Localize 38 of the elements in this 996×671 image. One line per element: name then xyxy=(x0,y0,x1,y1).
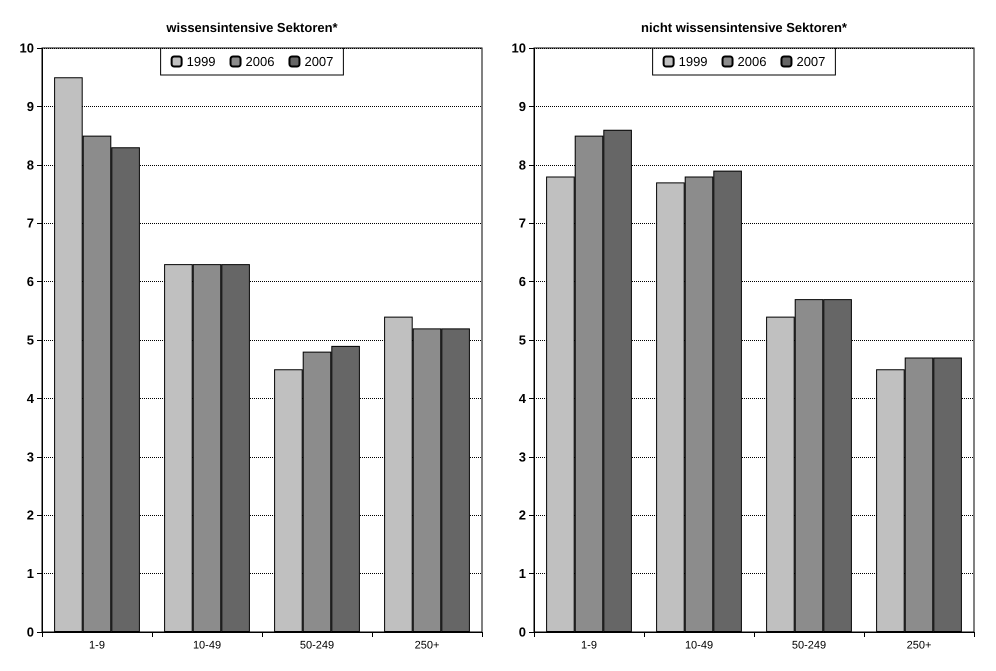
y-tick-label: 0 xyxy=(26,624,34,640)
y-tick-label: 7 xyxy=(26,216,34,231)
y-tick-label: 2 xyxy=(518,508,526,523)
y-tick-label: 3 xyxy=(26,449,34,464)
y-tick-label: 6 xyxy=(518,274,526,290)
y-tick-label: 5 xyxy=(26,332,34,348)
legend-label: 1999 xyxy=(678,54,708,69)
y-tick-label: 7 xyxy=(518,216,526,231)
y-tick-label: 6 xyxy=(26,274,34,290)
x-tick-label: 10-49 xyxy=(192,640,222,652)
y-tick-label: 9 xyxy=(26,98,34,114)
x-tick-label: 10-49 xyxy=(684,640,714,652)
y-tick-label: 10 xyxy=(20,40,34,56)
x-tick-label: 250+ xyxy=(906,640,932,652)
x-tick-label: 50-249 xyxy=(792,640,826,652)
y-tick-label: 9 xyxy=(518,98,526,114)
chart-title: nicht wissensintensive Sektoren* xyxy=(641,20,848,35)
legend-label: 2006 xyxy=(246,54,274,69)
y-tick-label: 4 xyxy=(26,390,35,406)
y-tick-label: 8 xyxy=(518,157,526,172)
legend-label: 2007 xyxy=(304,54,334,69)
y-tick-label: 4 xyxy=(518,390,527,406)
x-tick-label: 250+ xyxy=(414,640,440,652)
x-tick-label: 1-9 xyxy=(581,640,597,652)
legend-label: 2007 xyxy=(796,54,826,69)
y-tick-label: 2 xyxy=(26,508,34,523)
y-tick-label: 10 xyxy=(512,40,526,56)
chart-title: wissensintensive Sektoren* xyxy=(165,20,339,35)
x-tick-label: 1-9 xyxy=(89,640,105,652)
y-tick-label: 0 xyxy=(518,624,526,640)
y-tick-label: 3 xyxy=(518,449,526,464)
y-tick-label: 8 xyxy=(26,157,34,172)
y-tick-label: 1 xyxy=(26,566,34,582)
x-tick-label: 50-249 xyxy=(300,640,334,652)
y-tick-label: 1 xyxy=(518,566,526,582)
legend-label: 1999 xyxy=(186,54,216,69)
y-tick-label: 5 xyxy=(518,332,526,348)
legend-label: 2006 xyxy=(738,54,766,69)
